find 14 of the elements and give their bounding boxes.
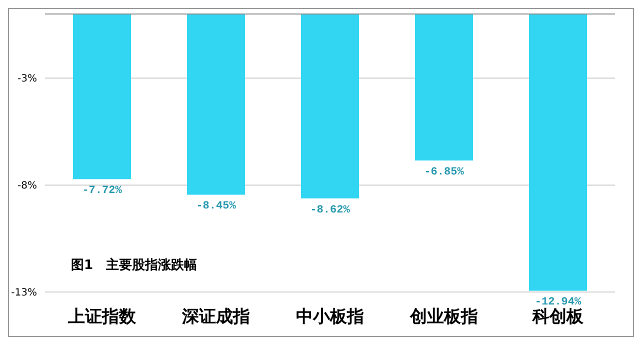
y-tick-label: -8% xyxy=(18,180,37,192)
data-label: -6.85% xyxy=(424,166,464,178)
x-tick-label: 创业板指 xyxy=(409,307,478,328)
y-tick-label: -3% xyxy=(18,74,37,85)
annotation: 图1 主要股指涨跌幅 xyxy=(71,256,198,274)
x-tick-label: 上证指数 xyxy=(67,307,137,328)
x-tick-label: 中小板指 xyxy=(296,307,364,328)
data-label: -7.72% xyxy=(82,185,122,198)
y-tick-label: -13% xyxy=(11,288,37,299)
data-label: -8.45% xyxy=(196,200,236,213)
data-label: -8.62% xyxy=(310,204,350,216)
data-label: -12.94% xyxy=(534,296,582,309)
x-tick-label: 科创板 xyxy=(532,307,584,328)
x-tick-label: 深证成指 xyxy=(181,307,250,328)
